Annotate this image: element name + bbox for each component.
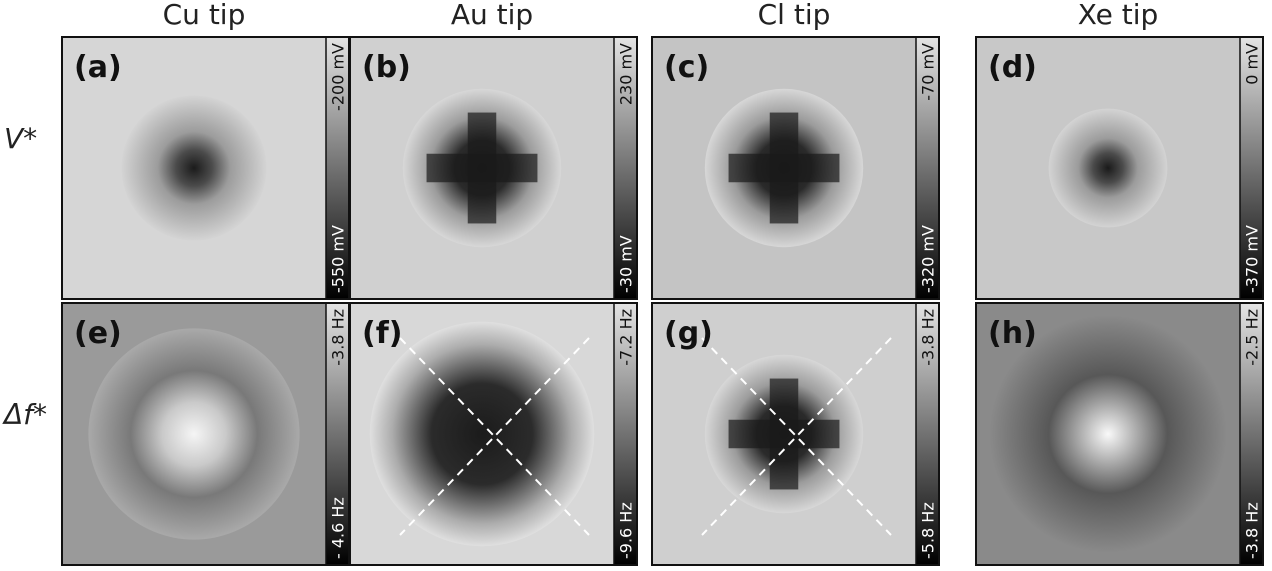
colorbar-max-label: 230 mV: [617, 43, 636, 105]
image-feature: [88, 328, 299, 539]
row-label: V*: [4, 122, 37, 155]
panel-label: (a): [74, 50, 122, 85]
image-feature: [370, 322, 594, 546]
image-feature: [1049, 109, 1168, 228]
panel: (c) -70 mV -320 mV: [652, 37, 939, 299]
colorbar-min-label: -30 mV: [617, 235, 636, 293]
colorbar-min-label: -5.8 Hz: [919, 502, 938, 559]
image-feature: [770, 113, 799, 224]
colorbar-min-label: -9.6 Hz: [617, 502, 636, 559]
image-feature: [468, 113, 497, 224]
column-title: Cu tip: [163, 0, 246, 31]
colorbar-max-label: 0 mV: [1243, 43, 1262, 85]
panel: (f) -7.2 Hz -9.6 Hz: [350, 303, 637, 565]
colorbar-max-label: -7.2 Hz: [617, 309, 636, 366]
colorbar-min-label: -370 mV: [1243, 225, 1262, 293]
panel-label: (b): [362, 50, 411, 85]
panel: (e) -3.8 Hz - 4.6 Hz: [62, 303, 349, 565]
image-feature: [121, 95, 266, 240]
panel: (b) 230 mV -30 mV: [350, 37, 637, 299]
panel-label: (h): [988, 316, 1037, 351]
colorbar-max-label: -3.8 Hz: [329, 309, 348, 366]
panel: (h) -2.5 Hz -3.8 Hz: [976, 303, 1263, 565]
panel-label: (g): [664, 316, 713, 351]
panel-label: (c): [664, 50, 709, 85]
column-title: Xe tip: [1078, 0, 1159, 31]
figure: Cu tip Au tip Cl tip Xe tip V* Δf* (a) -200 mV -…: [0, 0, 1272, 571]
panel-label: (d): [988, 50, 1037, 85]
colorbar-min-label: -3.8 Hz: [1243, 502, 1262, 559]
panel: (d) 0 mV -370 mV: [976, 37, 1263, 299]
row-label: Δf*: [2, 398, 47, 431]
colorbar-max-label: -3.8 Hz: [919, 309, 938, 366]
column-title: Au tip: [451, 0, 533, 31]
panel: (g) -3.8 Hz -5.8 Hz: [652, 303, 939, 565]
colorbar-min-label: - 4.6 Hz: [329, 497, 348, 559]
colorbar-min-label: -550 mV: [329, 225, 348, 293]
colorbar-max-label: -200 mV: [329, 43, 348, 111]
panel-label: (e): [74, 316, 122, 351]
panel-label: (f): [362, 316, 402, 351]
colorbar-max-label: -70 mV: [919, 43, 938, 101]
panel: (a) -200 mV -550 mV: [62, 37, 349, 299]
column-title: Cl tip: [758, 0, 831, 31]
colorbar-min-label: -320 mV: [919, 225, 938, 293]
colorbar-max-label: -2.5 Hz: [1243, 309, 1262, 366]
